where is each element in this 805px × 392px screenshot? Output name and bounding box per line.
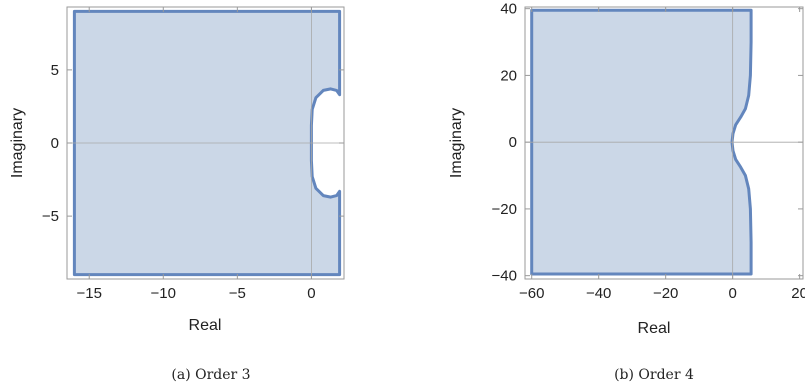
y-axis-label-a: Imaginary [9, 108, 26, 178]
y-axis-label-b: Imaginary [448, 108, 465, 178]
caption-a: (a) Order 3 [171, 367, 250, 383]
x-tick-label-a-1: −10 [151, 285, 176, 302]
x-tick-label-b-0: −60 [519, 285, 544, 302]
x-tick-label-b-4: 20 [791, 285, 805, 302]
y-tick-label-b-4: 40 [500, 1, 517, 18]
y-tick-label-b-1: −20 [492, 201, 517, 218]
plot-frame-b [524, 6, 804, 280]
x-tick-label-a-0: −15 [76, 285, 101, 302]
chart-a: −15 −10 −5 0 −5 0 5 Real Imaginary (a) Order 3 [9, 6, 345, 383]
y-tick-label-a-1: 0 [51, 135, 59, 152]
y-tick-label-b-3: 20 [500, 67, 517, 84]
y-tick-label-a-2: 5 [51, 62, 59, 79]
y-tick-label-b-0: −40 [492, 268, 517, 285]
x-tick-label-a-2: −5 [229, 285, 246, 302]
x-axis-label-b: Real [638, 320, 671, 337]
caption-b: (b) Order 4 [614, 367, 694, 383]
y-tick-label-b-2: 0 [509, 134, 517, 151]
x-tick-label-b-1: −40 [586, 285, 611, 302]
x-tick-label-b-3: 0 [728, 285, 736, 302]
x-tick-label-b-2: −20 [653, 285, 678, 302]
plot-area-a: −15 −10 −5 0 −5 0 5 [42, 7, 344, 302]
x-axis-label-a: Real [189, 317, 222, 334]
x-tick-label-a-3: 0 [307, 285, 315, 302]
y-tick-label-a-0: −5 [42, 208, 59, 225]
